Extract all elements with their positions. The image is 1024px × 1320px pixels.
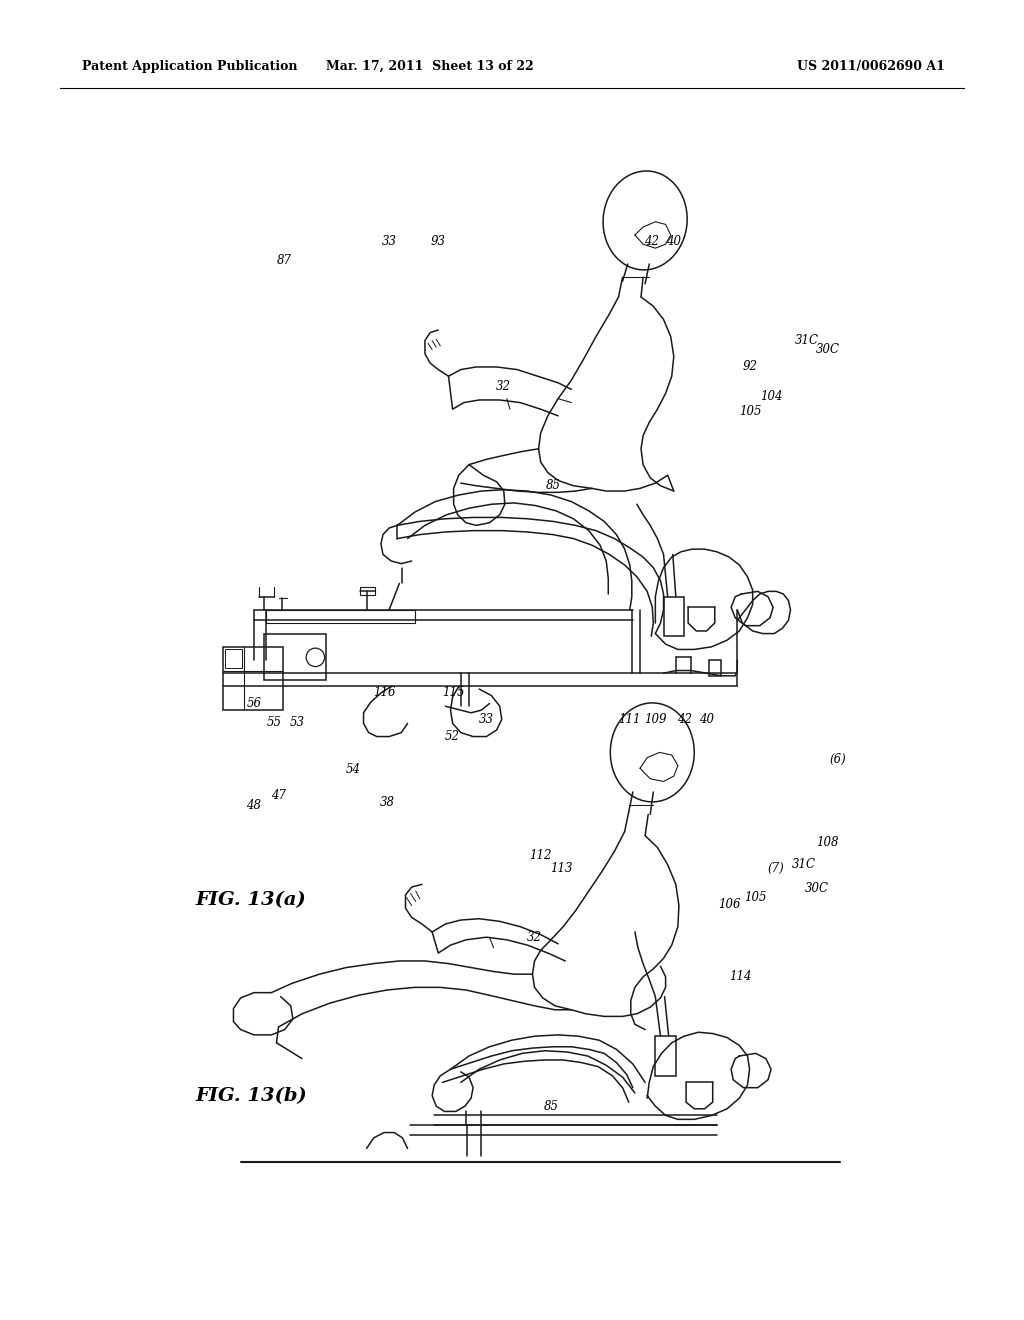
Text: 33: 33: [382, 235, 396, 248]
Text: 33: 33: [479, 713, 494, 726]
Text: FIG. 13(a): FIG. 13(a): [195, 891, 306, 909]
Text: 32: 32: [497, 380, 511, 393]
Text: FIG. 13(b): FIG. 13(b): [195, 1086, 307, 1105]
Text: 116: 116: [373, 686, 395, 700]
Text: 52: 52: [445, 730, 460, 743]
Text: 104: 104: [760, 389, 782, 403]
Bar: [709, 660, 721, 676]
Text: 92: 92: [743, 360, 758, 374]
Text: 40: 40: [699, 713, 714, 726]
Text: 48: 48: [247, 799, 261, 812]
Text: 40: 40: [667, 235, 681, 248]
Text: 38: 38: [380, 796, 394, 809]
Text: 54: 54: [346, 763, 360, 776]
Text: 85: 85: [544, 1100, 558, 1113]
Text: 105: 105: [739, 405, 762, 418]
Text: 56: 56: [247, 697, 261, 710]
Text: 108: 108: [816, 836, 839, 849]
Text: 105: 105: [744, 891, 767, 904]
Text: 55: 55: [267, 715, 282, 729]
Text: 30C: 30C: [805, 882, 829, 895]
Text: (6): (6): [829, 752, 846, 766]
Text: 114: 114: [729, 970, 752, 983]
Text: US 2011/0062690 A1: US 2011/0062690 A1: [797, 59, 945, 73]
Text: 115: 115: [442, 686, 465, 700]
Text: 42: 42: [644, 235, 658, 248]
Text: 111: 111: [618, 713, 641, 726]
Text: Mar. 17, 2011  Sheet 13 of 22: Mar. 17, 2011 Sheet 13 of 22: [326, 59, 534, 73]
Text: 106: 106: [718, 898, 740, 911]
Text: 93: 93: [431, 235, 445, 248]
Text: 31C: 31C: [795, 334, 819, 347]
Text: Patent Application Publication: Patent Application Publication: [82, 59, 298, 73]
Text: 109: 109: [644, 713, 667, 726]
Text: 85: 85: [546, 479, 560, 492]
Bar: [225, 649, 242, 668]
Bar: [360, 587, 375, 595]
Bar: [223, 647, 283, 710]
Bar: [655, 1036, 676, 1076]
Text: (7): (7): [768, 862, 784, 875]
Text: 47: 47: [271, 789, 286, 803]
Bar: [664, 597, 684, 636]
Text: 87: 87: [278, 253, 292, 267]
Bar: [264, 634, 326, 680]
Text: 113: 113: [550, 862, 572, 875]
Text: 30C: 30C: [815, 343, 840, 356]
Text: 53: 53: [290, 715, 304, 729]
Text: 32: 32: [527, 931, 542, 944]
Text: 31C: 31C: [792, 858, 816, 871]
Text: 42: 42: [677, 713, 691, 726]
Bar: [266, 610, 415, 623]
Text: 112: 112: [529, 849, 552, 862]
